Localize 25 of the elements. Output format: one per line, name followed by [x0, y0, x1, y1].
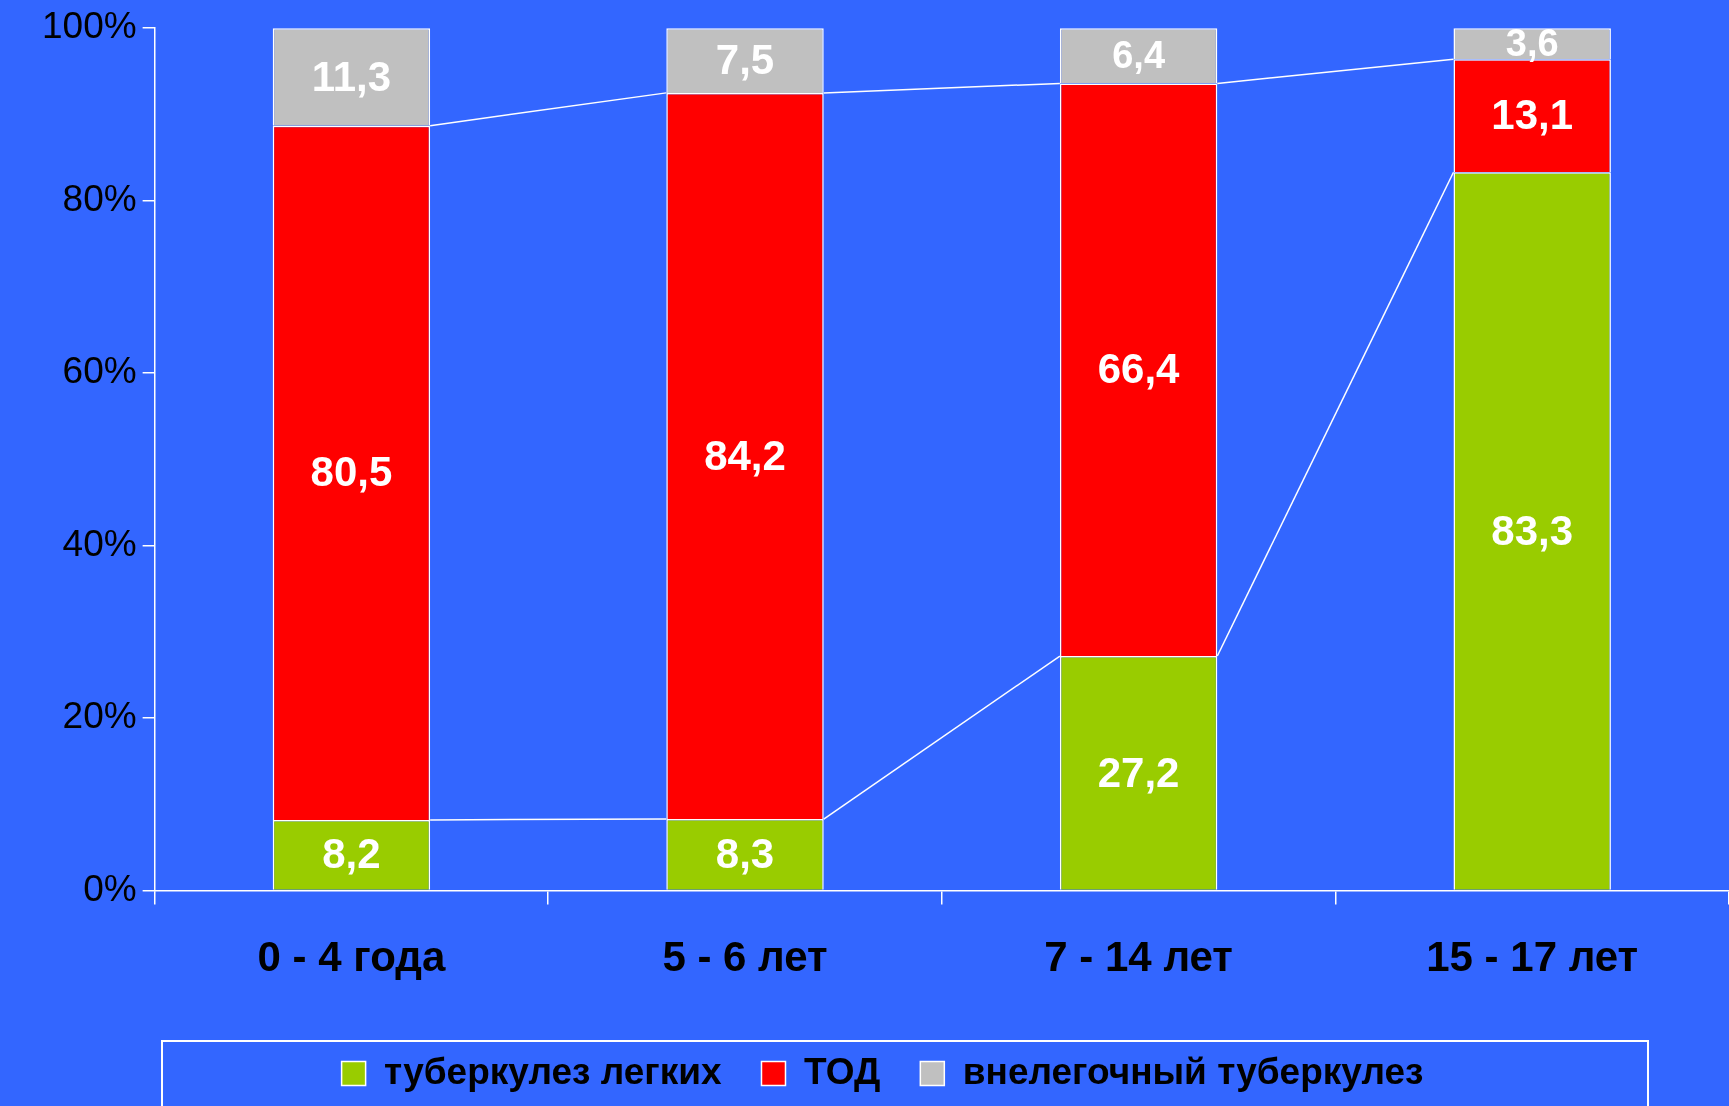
x-tick-label: 5 - 6 лет: [662, 933, 828, 981]
data-label: 84,2: [704, 431, 786, 479]
legend-label: туберкулез легких: [384, 1050, 722, 1092]
y-tick-label: 20%: [62, 695, 137, 737]
y-tick-label: 60%: [62, 350, 137, 392]
data-label: 13,1: [1491, 91, 1574, 139]
data-label: 7,5: [715, 36, 775, 84]
y-tick-label: 80%: [62, 177, 137, 219]
legend-label: внелегочный туберкулез: [962, 1050, 1424, 1092]
y-tick-label: 0%: [83, 867, 137, 909]
data-label: 6,4: [1112, 34, 1166, 77]
legend-label: ТОД: [803, 1050, 881, 1092]
x-tick-label: 7 - 14 лет: [1044, 933, 1233, 981]
x-tick-label: 15 - 17 лет: [1426, 933, 1639, 981]
data-label: 11,3: [311, 52, 392, 100]
y-tick-label: 100%: [41, 5, 137, 47]
data-label: 66,4: [1097, 345, 1181, 393]
data-label: 83,3: [1491, 506, 1574, 554]
data-label: 8,3: [715, 830, 775, 878]
x-tick-label: 0 - 4 года: [257, 933, 446, 981]
data-label: 3,6: [1505, 22, 1559, 65]
y-tick-label: 40%: [62, 522, 137, 564]
data-label: 27,2: [1097, 748, 1180, 796]
data-label: 80,5: [310, 448, 393, 496]
data-label: 8,2: [322, 830, 381, 878]
